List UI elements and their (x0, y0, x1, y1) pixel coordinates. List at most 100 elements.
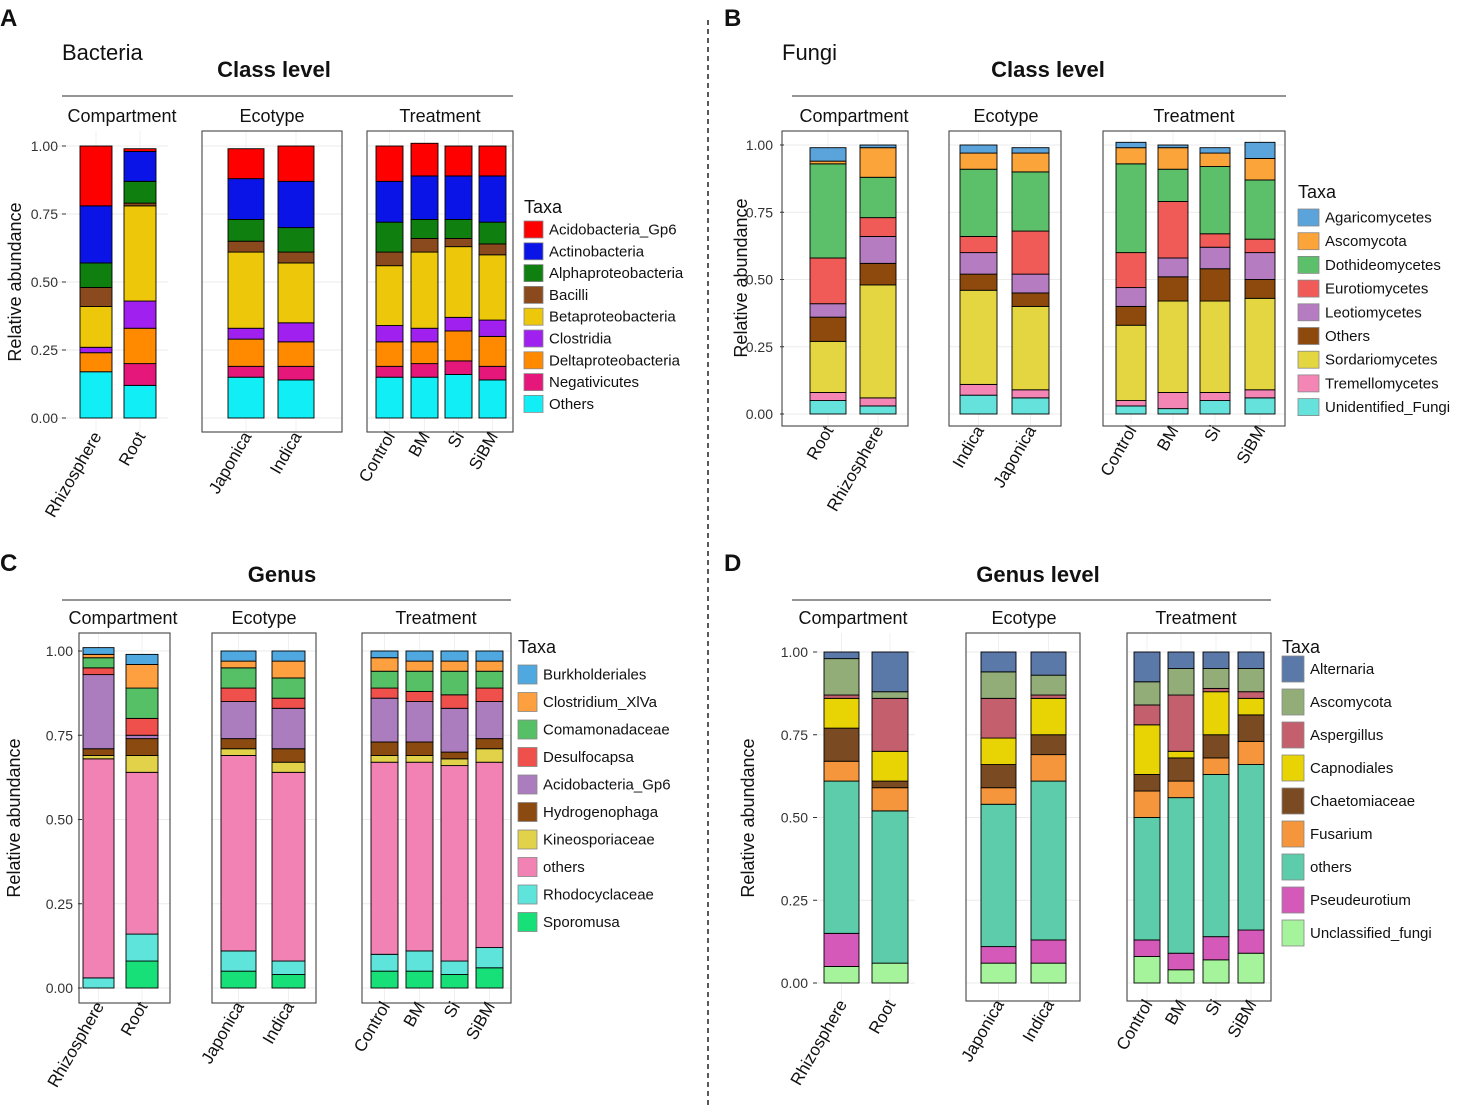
bar-rhizosphere (82, 647, 115, 989)
bar-segment-sporomusa (405, 970, 434, 989)
x-tick-label-root: Root (865, 996, 900, 1037)
bar-segment-aspergillus (1167, 694, 1195, 752)
bar-control (1133, 651, 1161, 984)
bar-segment-ascomycota (1030, 674, 1067, 696)
legend-item-actinobacteria: Actinobacteria (523, 242, 645, 260)
bar-segment-capnodiales (980, 737, 1017, 765)
bar-segment-eurotiomycetes (959, 236, 998, 254)
bar-segment-pseudeurotium (980, 946, 1017, 964)
bar-segment-fusarium (823, 760, 860, 782)
bar-segment-capnodiales (1133, 724, 1161, 775)
legend-item-sporomusa: Sporomusa (517, 912, 620, 932)
bar-segment-desulfocapsa (220, 687, 257, 703)
legend-label: Chaetomiaceae (1310, 793, 1415, 810)
bar-segment-sporomusa (475, 967, 504, 989)
legend-swatch (523, 307, 544, 326)
bar-segment-betaproteobacteria (79, 306, 113, 348)
bar-root (871, 651, 909, 984)
bar-segment-desulfocapsa (405, 690, 434, 703)
bar-segment-rhodocyclaceae (475, 947, 504, 969)
bar-control (1115, 141, 1147, 415)
bar-segment-alphaproteobacteria (277, 227, 315, 253)
legend-label: Dothideomycetes (1325, 257, 1441, 274)
bar-segment-unclassified-fungi (823, 966, 860, 984)
bar-segment-ascomycota (859, 147, 897, 178)
x-tick-label-indica: Indica (259, 998, 298, 1047)
bar-segment-agaricomycetes (1244, 141, 1276, 159)
legend-swatch (517, 719, 538, 740)
bar-segment-aspergillus (1202, 687, 1230, 693)
facet-label-compartment: Compartment (798, 608, 907, 628)
x-tick-label-bm: BM (1153, 423, 1182, 455)
bar-segment-fusarium (1133, 790, 1161, 818)
legend-swatch (1297, 255, 1320, 274)
panel-letter: C (0, 550, 17, 577)
legend-swatch (1281, 787, 1305, 815)
bar-segment-acidobacteria-gp6 (475, 701, 504, 740)
legend-label: Unclassified_fungi (1310, 925, 1432, 942)
legend-label: Fusarium (1310, 826, 1373, 843)
bar-bm (1157, 144, 1189, 415)
legend-item-burkholderiales: Burkholderiales (517, 664, 646, 685)
x-tick-label-indica: Indica (949, 422, 988, 471)
bar-segment-bacilli (410, 238, 439, 253)
bar-segment-others (405, 761, 434, 952)
legend-label: Actinobacteria (549, 243, 645, 260)
y-axis-label: Relative abundance (738, 738, 758, 897)
bar-segment-clostridium-xlva (475, 660, 504, 672)
facet-label-treatment: Treatment (395, 608, 476, 628)
bar-segment-sordariomycetes (859, 284, 897, 399)
bar-segment-hydrogenophaga (370, 741, 399, 756)
legend-item-bacilli: Bacilli (523, 285, 588, 304)
legend-item-eurotiomycetes: Eurotiomycetes (1297, 279, 1428, 298)
bar-segment-others (370, 761, 399, 955)
bar-segment-unidentified-fungi (809, 400, 847, 415)
bar-segment-pseudeurotium (1202, 936, 1230, 961)
facet-frame (781, 130, 909, 427)
bar-sibm (475, 650, 504, 989)
bar-segment-chaetomiaceae (1202, 734, 1230, 759)
legend-swatch (517, 857, 538, 877)
bar-segment-bacilli (444, 238, 473, 248)
facet-frame (361, 632, 512, 1004)
bar-segment-agaricomycetes (809, 147, 847, 162)
legend-swatch (523, 285, 544, 304)
bar-segment-dothideomycetes (809, 163, 847, 259)
facet-frame (78, 632, 171, 1004)
bar-sibm (1237, 651, 1265, 984)
legend-swatch (523, 329, 544, 348)
bar-segment-kineosporiaceae (370, 755, 399, 763)
bar-segment-unidentified-fungi (1011, 397, 1050, 415)
bar-segment-agaricomycetes (1011, 147, 1050, 154)
bar-segment-negativicutes (478, 365, 507, 381)
bar-segment-fusarium (871, 787, 909, 812)
bar-segment-unclassified-fungi (1237, 952, 1265, 984)
bar-segment-others (444, 374, 473, 419)
bar-segment-ascomycota (1157, 147, 1189, 170)
bar-segment-ascomycota (823, 658, 860, 696)
bar-segment-kineosporiaceae (125, 755, 159, 773)
bar-segment-alternaria (1167, 651, 1195, 669)
legend-item-acidobacteria-gp6: Acidobacteria_Gp6 (517, 774, 671, 795)
bar-segment-others (1237, 764, 1265, 931)
bar-segment-others (1167, 797, 1195, 954)
bar-segment-alphaproteobacteria (375, 221, 404, 253)
bar-segment-negativicutes (444, 360, 473, 375)
y-tick-label: 0.00 (746, 406, 773, 422)
bar-segment-ascomycota (959, 152, 998, 170)
bar-segment-sporomusa (220, 970, 257, 989)
bar-segment-hydrogenophaga (440, 751, 469, 760)
legend-title: Taxa (524, 197, 563, 217)
bar-segment-clostridia (444, 316, 473, 332)
bar-segment-acidobacteria-gp6 (82, 674, 115, 750)
bar-segment-aspergillus (1030, 694, 1067, 699)
bar-segment-burkholderiales (125, 653, 159, 665)
bar-segment-others (478, 379, 507, 419)
facet-frame (366, 130, 514, 433)
bar-segment-acidobacteria-gp6 (271, 707, 306, 750)
legend-label: Pseudeurotium (1310, 892, 1411, 909)
bar-segment-deltaproteobacteria (123, 327, 157, 365)
legend-item-hydrogenophaga: Hydrogenophaga (517, 802, 659, 822)
bar-si (440, 650, 469, 989)
y-tick-label: 0.00 (46, 980, 73, 996)
